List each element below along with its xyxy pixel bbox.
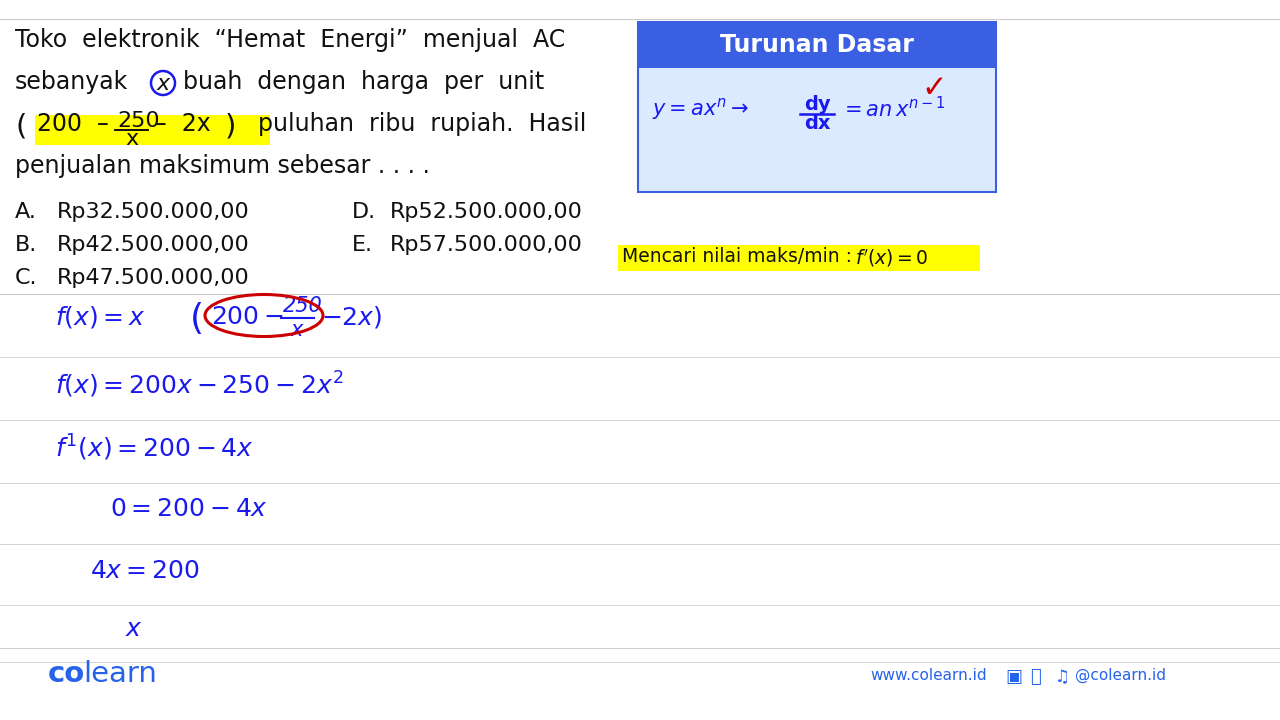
Text: ✓: ✓ xyxy=(922,74,946,103)
Text: x: x xyxy=(291,320,303,341)
Bar xyxy=(637,22,996,68)
Bar xyxy=(35,115,270,145)
Text: $f(x) = x$: $f(x) = x$ xyxy=(55,305,146,330)
Text: Rp47.500.000,00: Rp47.500.000,00 xyxy=(58,268,250,288)
Text: C.: C. xyxy=(15,268,37,288)
Text: sebanyak: sebanyak xyxy=(15,70,128,94)
Bar xyxy=(618,245,980,271)
Text: Mencari nilai maks/min :: Mencari nilai maks/min : xyxy=(622,247,858,266)
Text: ⓞ: ⓞ xyxy=(1030,668,1041,686)
Bar xyxy=(637,68,996,192)
Text: Toko  elektronik  “Hemat  Energi”  menjual  AC: Toko elektronik “Hemat Energi” menjual A… xyxy=(15,28,566,52)
Text: E.: E. xyxy=(352,235,372,255)
Text: $f^1(x) = 200 - 4x$: $f^1(x) = 200 - 4x$ xyxy=(55,433,253,463)
Text: penjualan maksimum sebesar . . . .: penjualan maksimum sebesar . . . . xyxy=(15,154,430,178)
Text: learn: learn xyxy=(83,660,157,688)
Text: $($: $($ xyxy=(189,300,202,336)
Text: x: x xyxy=(156,74,169,94)
Text: Rp57.500.000,00: Rp57.500.000,00 xyxy=(390,235,582,255)
Text: Rp42.500.000,00: Rp42.500.000,00 xyxy=(58,235,250,255)
Text: 250: 250 xyxy=(116,111,160,131)
Text: Rp52.500.000,00: Rp52.500.000,00 xyxy=(390,202,582,222)
Text: co: co xyxy=(49,660,86,688)
Text: ): ) xyxy=(225,112,237,140)
Text: $- 2x)$: $- 2x)$ xyxy=(321,305,383,330)
Text: puluhan  ribu  rupiah.  Hasil: puluhan ribu rupiah. Hasil xyxy=(243,112,586,136)
Text: 200  –: 200 – xyxy=(37,112,109,136)
Text: $0 = 200 - 4x$: $0 = 200 - 4x$ xyxy=(110,498,268,521)
Text: $f(x) = 200x - 250 - 2x^2$: $f(x) = 200x - 250 - 2x^2$ xyxy=(55,369,343,400)
Text: ▣: ▣ xyxy=(1005,668,1021,686)
Text: @colearn.id: @colearn.id xyxy=(1075,668,1166,683)
Text: www.colearn.id: www.colearn.id xyxy=(870,668,987,683)
Text: 250: 250 xyxy=(283,297,323,317)
Text: (: ( xyxy=(15,112,27,140)
Text: $y = ax^n \rightarrow$: $y = ax^n \rightarrow$ xyxy=(652,96,749,122)
Text: D.: D. xyxy=(352,202,376,222)
Text: B.: B. xyxy=(15,235,37,255)
Text: $= an\, x^{n-1}$: $= an\, x^{n-1}$ xyxy=(840,96,946,121)
Text: $200 -$: $200 -$ xyxy=(211,305,284,330)
Text: $f'(x) = 0$: $f'(x) = 0$ xyxy=(855,247,928,269)
Text: dx: dx xyxy=(804,114,831,133)
Text: dy: dy xyxy=(804,95,831,114)
Text: –  2x: – 2x xyxy=(155,112,211,136)
Text: $4x = 200$: $4x = 200$ xyxy=(90,559,200,582)
Text: buah  dengan  harga  per  unit: buah dengan harga per unit xyxy=(183,70,544,94)
Text: A.: A. xyxy=(15,202,37,222)
Text: Turunan Dasar: Turunan Dasar xyxy=(721,33,914,57)
Bar xyxy=(637,22,996,192)
Text: ♫: ♫ xyxy=(1055,668,1070,686)
Text: Rp32.500.000,00: Rp32.500.000,00 xyxy=(58,202,250,222)
Text: $x$: $x$ xyxy=(125,618,142,642)
Text: x: x xyxy=(125,129,138,149)
